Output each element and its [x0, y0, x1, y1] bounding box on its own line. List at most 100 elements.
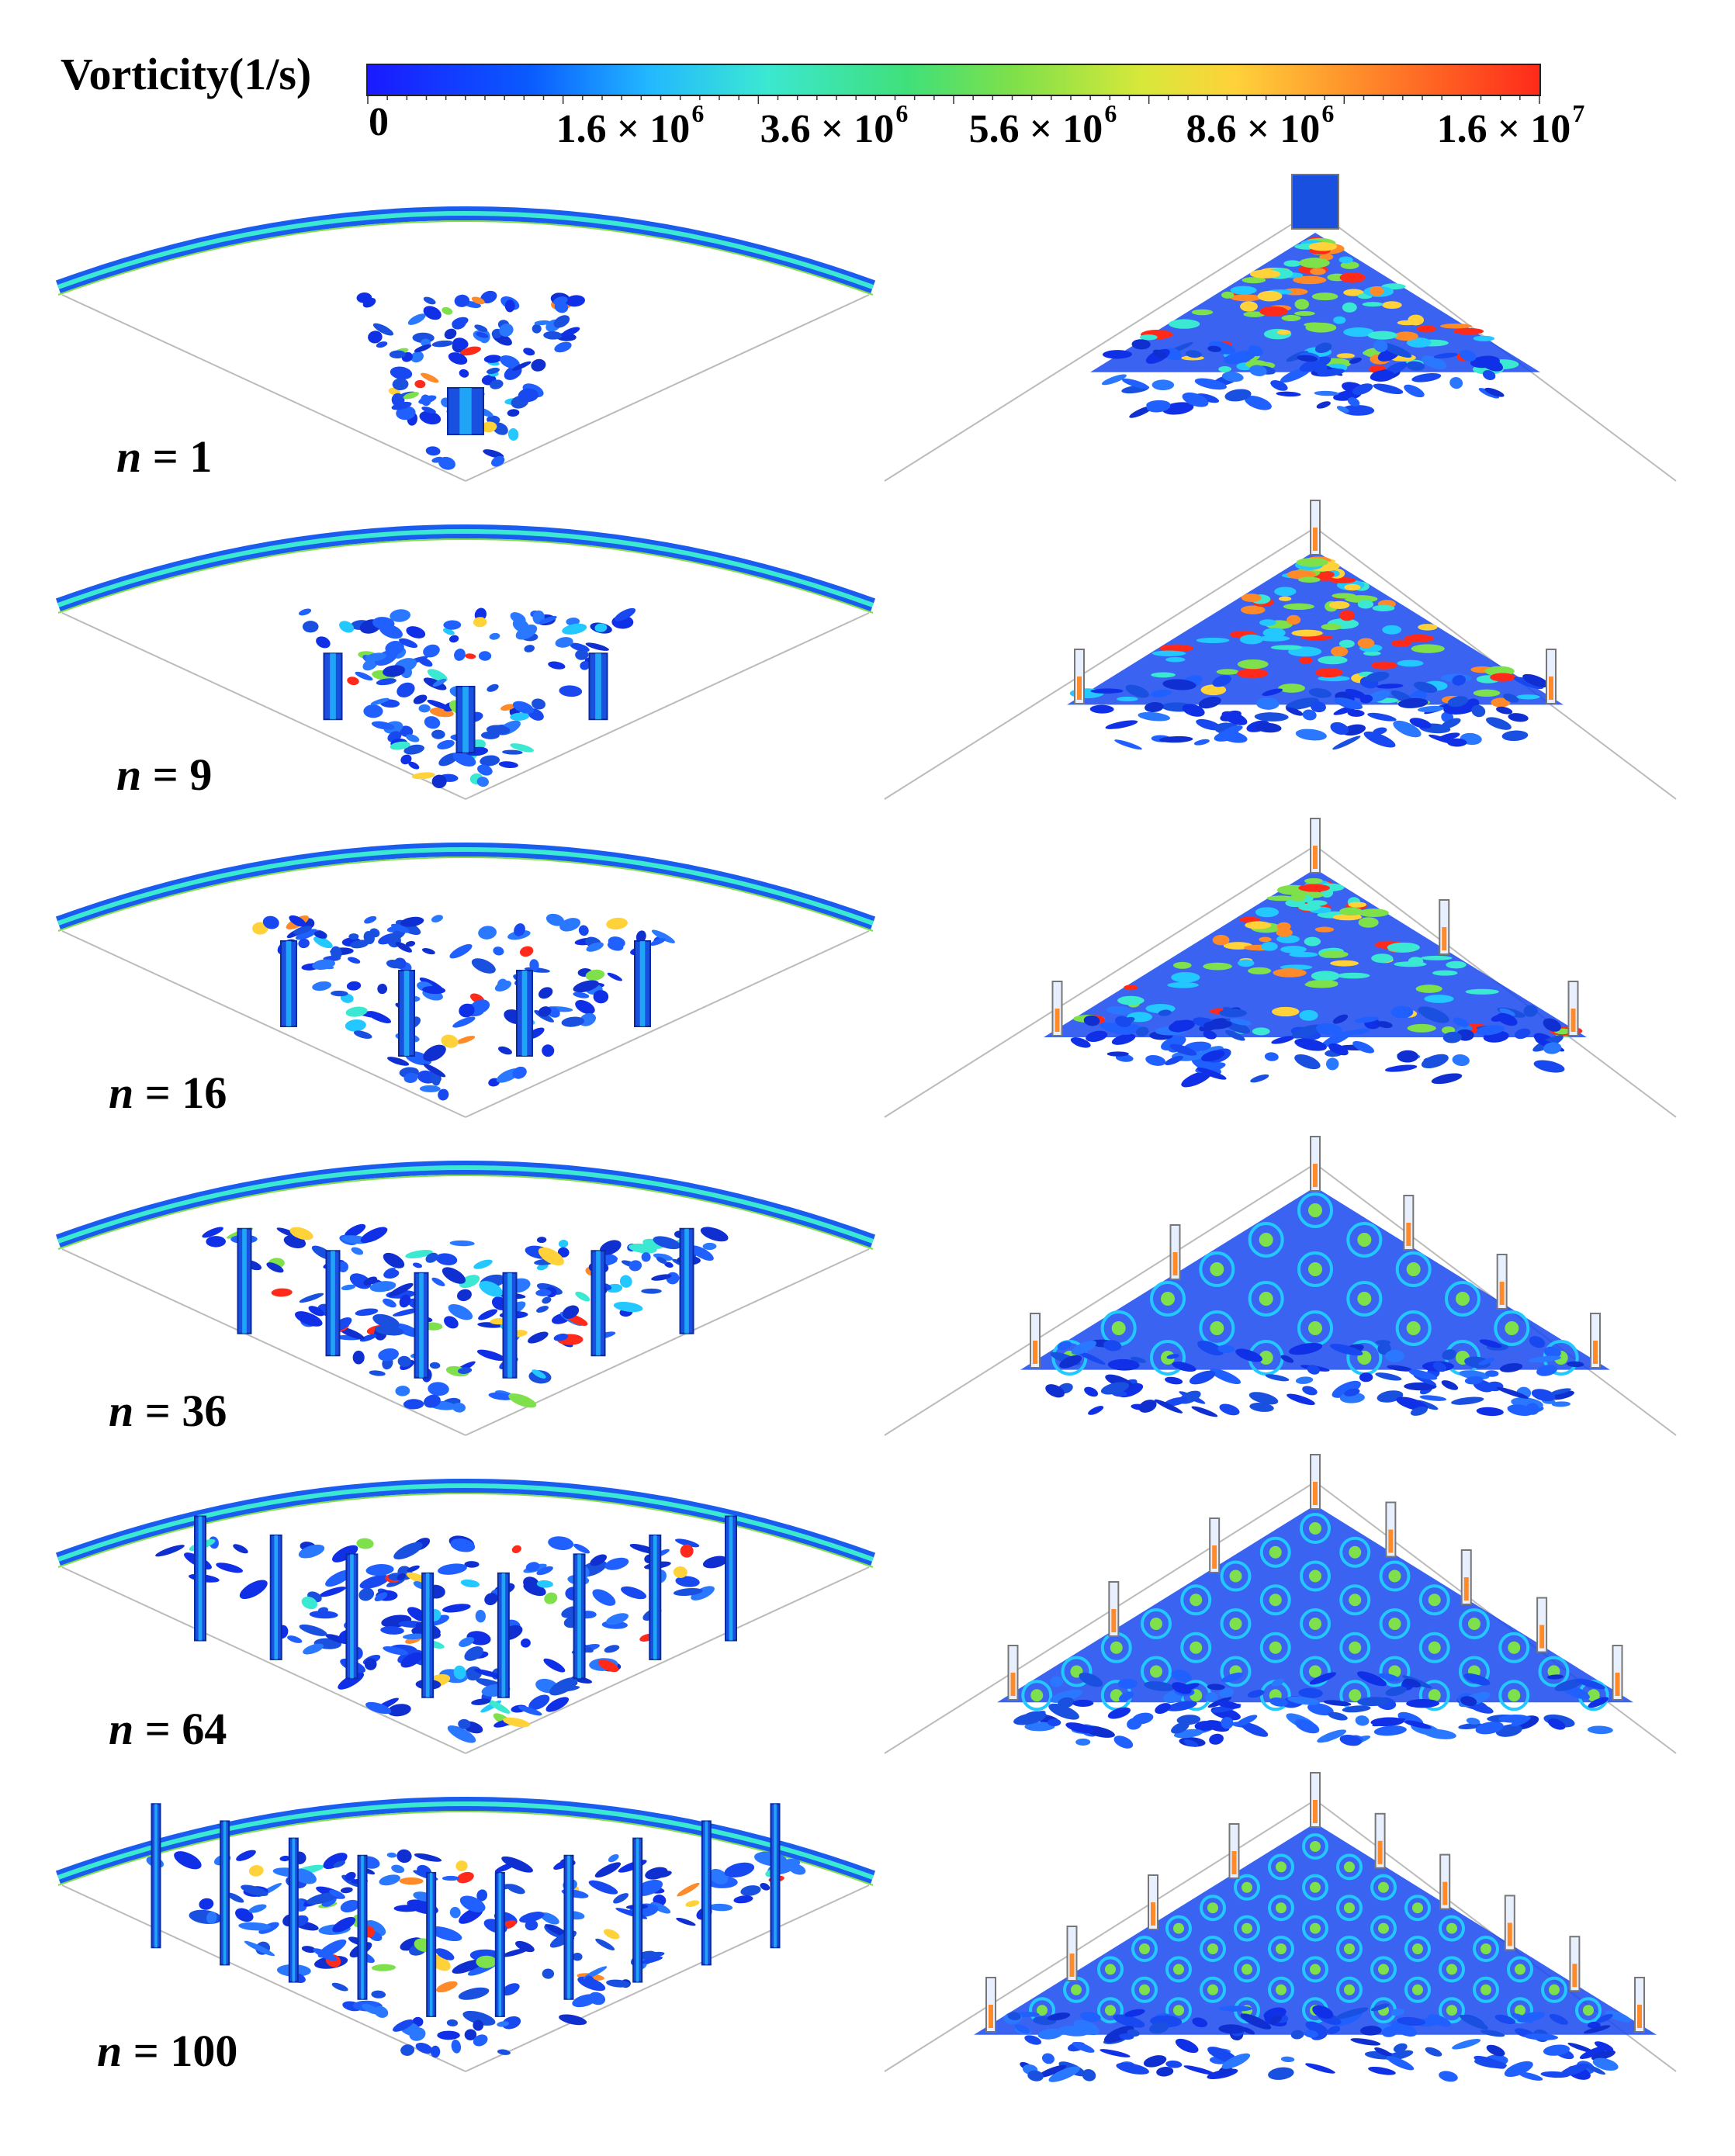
vortex-blob: [400, 916, 424, 927]
vortex-blob: [1452, 1054, 1470, 1067]
vortex-blob: [323, 1853, 348, 1870]
vortex-streak: [1329, 577, 1356, 583]
vortex-blob: [1171, 1722, 1190, 1734]
inlet-arc-edge: [57, 220, 874, 296]
vortex-blob: [1059, 1355, 1082, 1369]
vortex-ring: [1336, 1976, 1363, 2003]
vortex-blob: [457, 1367, 473, 1374]
vortex-blob: [486, 725, 511, 735]
vortex-blob: [387, 1704, 411, 1717]
vortex-blob: [325, 1569, 352, 1587]
vortex-streak: [1237, 959, 1255, 967]
vortex-streak: [1333, 316, 1346, 324]
vortex-core: [1412, 1984, 1423, 1995]
vortex-blob: [1514, 1028, 1531, 1040]
pillar-highlight: [425, 1573, 430, 1697]
vortex-blob: [365, 652, 386, 662]
vortex-blob: [649, 938, 666, 946]
pillar-highlight: [507, 1272, 512, 1378]
vortex-streak: [1407, 1023, 1436, 1033]
vortex-blob: [1403, 1678, 1422, 1688]
vortex-blob: [1484, 1370, 1499, 1377]
vortex-blob: [1221, 711, 1248, 725]
colorbar-tick-label: 5.6 × 106: [968, 99, 1117, 151]
vortex-blob: [377, 983, 388, 995]
vortex-blob: [519, 946, 534, 957]
vortex-core: [1388, 1569, 1401, 1583]
vortex-core: [1150, 1618, 1162, 1630]
vortex-blob: [1210, 1369, 1242, 1385]
vortex-blob: [1146, 400, 1171, 410]
vortex-blob: [444, 1316, 459, 1329]
vortex-blob: [1523, 1005, 1538, 1017]
vortex-blob: [487, 367, 500, 374]
vortex-core: [1269, 1641, 1282, 1654]
vortex-streak: [1216, 669, 1239, 675]
vortex-blob: [1359, 694, 1373, 704]
vortex-blob: [500, 355, 520, 369]
vortex-blob: [454, 294, 470, 307]
pillar-highlight: [286, 941, 292, 1026]
vortex-streak: [1331, 646, 1349, 657]
vortex-streak: [1200, 684, 1227, 696]
vortex-blob: [483, 449, 504, 459]
vortex-core: [1071, 1984, 1082, 1995]
vortex-ring: [1300, 1656, 1331, 1687]
vortex-blob: [619, 1275, 632, 1288]
vortex-blob: [566, 295, 585, 307]
vortex-streak: [1343, 289, 1364, 296]
vortex-blob: [1150, 690, 1172, 697]
vortex-streak: [1340, 261, 1359, 269]
vortex-streak: [1273, 968, 1307, 978]
pillar-highlight: [521, 971, 528, 1056]
vortex-blob: [673, 1566, 687, 1578]
pillar-highlight: [498, 1872, 502, 2016]
vortex-streak: [1321, 571, 1335, 578]
vortex-streak: [1230, 294, 1262, 302]
vortex-streak: [1371, 953, 1394, 964]
vortex-blob: [435, 1253, 458, 1265]
vortex-blob: [1330, 1344, 1363, 1356]
vortex-blob: [788, 1864, 806, 1875]
vortex-blob: [344, 1223, 366, 1238]
panel-left-n16: [55, 843, 876, 1118]
vortex-core: [1309, 1569, 1321, 1583]
vortex-blob: [653, 1253, 674, 1261]
pillar-highlight: [501, 1573, 506, 1697]
vortex-blob: [1588, 1697, 1609, 1708]
vortex-core: [1428, 1594, 1441, 1607]
vortex-blob: [1216, 1701, 1241, 1709]
vortex-blob: [435, 1948, 455, 1960]
vortex-blob: [561, 327, 580, 337]
vortex-streak: [1203, 962, 1232, 971]
vortex-blob: [1143, 2055, 1167, 2068]
vortex-blob: [542, 1044, 555, 1057]
domain-edge: [465, 1884, 870, 2072]
vortex-blob: [554, 341, 572, 353]
vortex-blob: [1113, 1736, 1134, 1749]
vortex-blob: [510, 743, 534, 753]
vortex-blob: [424, 716, 441, 729]
vortex-streak: [1237, 659, 1269, 670]
vortex-blob: [397, 682, 415, 697]
vortex-streak: [1321, 623, 1342, 631]
vortex-blob: [1328, 1043, 1349, 1056]
vortex-blob: [502, 749, 523, 755]
vortex-streak: [1159, 644, 1194, 652]
vortex-blob: [1308, 688, 1332, 698]
vortex-ring: [1300, 1608, 1331, 1639]
pillar-highlight: [577, 1554, 581, 1679]
vortex-core: [1515, 1964, 1525, 1975]
vortex-blob: [1072, 2041, 1095, 2053]
vortex-streak: [1339, 610, 1355, 621]
vortex-blob: [702, 1556, 728, 1569]
vortex-blob: [1100, 2049, 1131, 2057]
vortex-blob: [331, 1545, 358, 1562]
vortex-ring: [1199, 1310, 1235, 1346]
vortex-blob: [1377, 683, 1404, 689]
vortex-blob: [1297, 355, 1318, 362]
vortex-blob: [1312, 2005, 1334, 2019]
vortex-blob: [1106, 1006, 1134, 1015]
vortex-blob: [1459, 1370, 1490, 1380]
vortex-streak: [1387, 942, 1420, 953]
